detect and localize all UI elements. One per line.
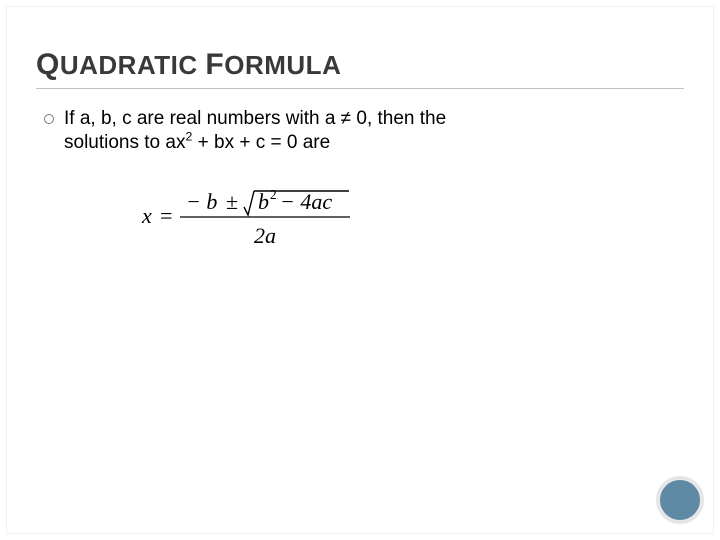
svg-text:b: b xyxy=(258,189,269,214)
svg-text:− b: − b xyxy=(186,189,217,214)
corner-circle-icon xyxy=(656,476,704,524)
slide: QUADRATIC FORMULA If a, b, c are real nu… xyxy=(0,0,720,540)
svg-text:=: = xyxy=(160,203,172,228)
quadratic-formula: x = − b ± b2 − 4ac2a xyxy=(136,183,684,258)
title-rest-2: ORMULA xyxy=(224,50,341,80)
bullet-list: If a, b, c are real numbers with a ≠ 0, … xyxy=(36,107,684,155)
svg-text:− 4ac: − 4ac xyxy=(280,189,332,214)
formula-svg: x = − b ± b2 − 4ac2a xyxy=(136,183,376,253)
bullet-text-line1: If a, b, c are real numbers with a ≠ 0, … xyxy=(64,108,446,129)
title-rest-1: UADRATIC xyxy=(60,50,198,80)
bullet-item: If a, b, c are real numbers with a ≠ 0, … xyxy=(44,107,684,155)
slide-title: QUADRATIC FORMULA xyxy=(36,48,684,89)
bullet-text-line2a: solutions to ax xyxy=(64,132,185,153)
svg-text:2a: 2a xyxy=(254,223,276,248)
title-cap-1: Q xyxy=(36,48,60,81)
bullet-text-line2b: + bx + c = 0 are xyxy=(192,132,330,153)
svg-text:±: ± xyxy=(226,189,238,214)
svg-text:2: 2 xyxy=(270,187,277,202)
svg-text:x: x xyxy=(141,203,152,228)
title-cap-2: F xyxy=(205,48,224,81)
